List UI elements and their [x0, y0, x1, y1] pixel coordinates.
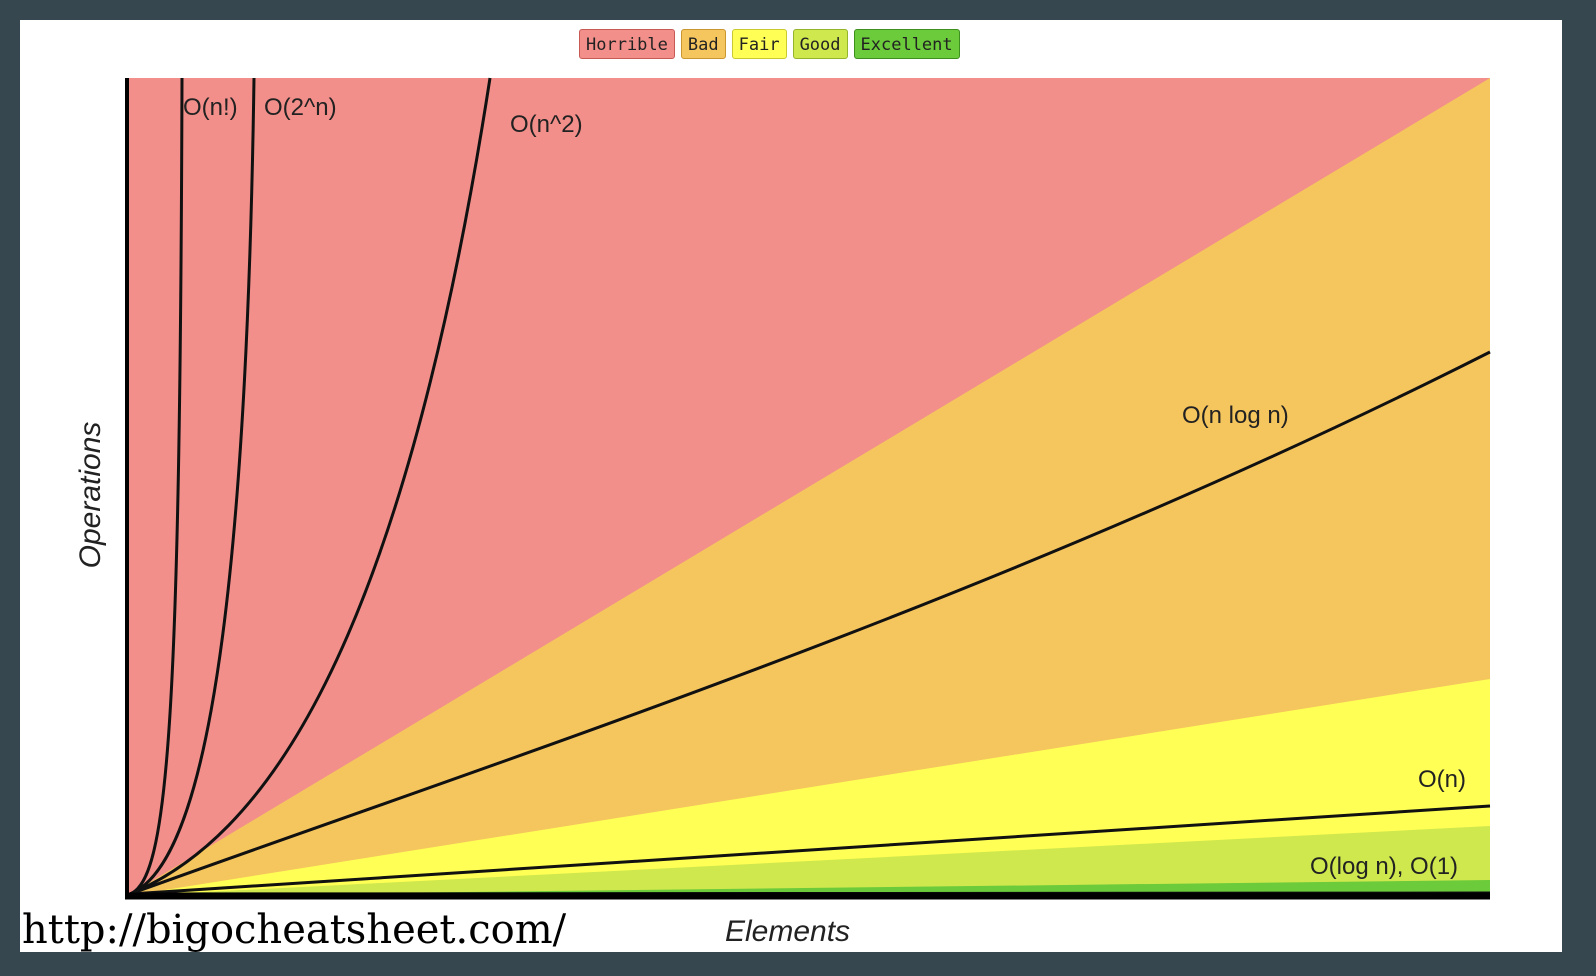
curve-factorial — [129, 77, 184, 896]
curve-label-factorial: O(n!) — [183, 94, 238, 121]
curve-linearithmic — [129, 350, 1491, 896]
curve-label-exponential: O(2^n) — [264, 94, 337, 121]
legend-item-good: Good — [792, 29, 848, 59]
curve-quadratic — [129, 77, 492, 896]
curve-label-quadratic: O(n^2) — [510, 111, 583, 138]
curve-label-log-constant: O(log n), O(1) — [1310, 853, 1458, 880]
legend-item-bad: Bad — [680, 29, 726, 59]
x-axis-label: Elements — [725, 915, 850, 948]
legend-item-fair: Fair — [731, 29, 787, 59]
curve-label-linearithmic: O(n log n) — [1182, 402, 1289, 429]
source-url: http://bigocheatsheet.com/ — [22, 907, 567, 953]
region-bad — [127, 78, 1490, 896]
curve-label-linear: O(n) — [1418, 766, 1466, 793]
legend-item-horrible: Horrible — [579, 29, 675, 59]
region-good — [127, 826, 1490, 896]
y-axis-label: Operations — [74, 422, 107, 569]
legend-item-excellent: Excellent — [853, 29, 960, 59]
region-fair — [127, 679, 1490, 896]
curve-exponential — [129, 77, 256, 896]
curve-linear — [129, 804, 1491, 896]
legend: Horrible Bad Fair Good Excellent — [579, 29, 960, 59]
